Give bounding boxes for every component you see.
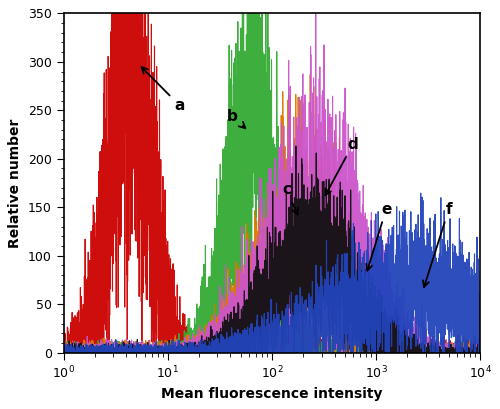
Text: f: f	[423, 202, 452, 287]
Text: b: b	[227, 109, 246, 128]
Text: a: a	[142, 67, 185, 113]
Y-axis label: Relative number: Relative number	[8, 118, 22, 248]
Text: e: e	[366, 202, 392, 270]
Text: d: d	[326, 137, 358, 195]
Text: c: c	[282, 182, 298, 215]
X-axis label: Mean fluorescence intensity: Mean fluorescence intensity	[161, 387, 382, 401]
